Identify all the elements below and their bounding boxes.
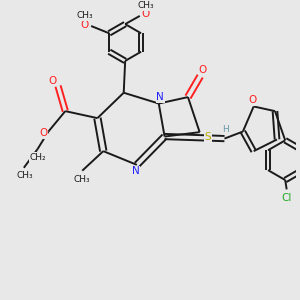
- Text: CH₃: CH₃: [77, 11, 94, 20]
- Text: N: N: [156, 92, 164, 102]
- Text: O: O: [39, 128, 47, 138]
- Text: S: S: [205, 131, 211, 142]
- Text: O: O: [142, 10, 150, 20]
- Text: O: O: [198, 65, 207, 75]
- Text: CH₃: CH₃: [16, 172, 33, 181]
- Text: N: N: [131, 166, 139, 176]
- Text: Cl: Cl: [281, 193, 292, 202]
- Text: CH₂: CH₂: [30, 153, 46, 162]
- Text: H: H: [223, 125, 229, 134]
- Text: CH₃: CH₃: [74, 175, 90, 184]
- Text: CH₃: CH₃: [138, 1, 154, 10]
- Text: O: O: [248, 95, 256, 105]
- Text: O: O: [81, 20, 89, 29]
- Text: O: O: [49, 76, 57, 86]
